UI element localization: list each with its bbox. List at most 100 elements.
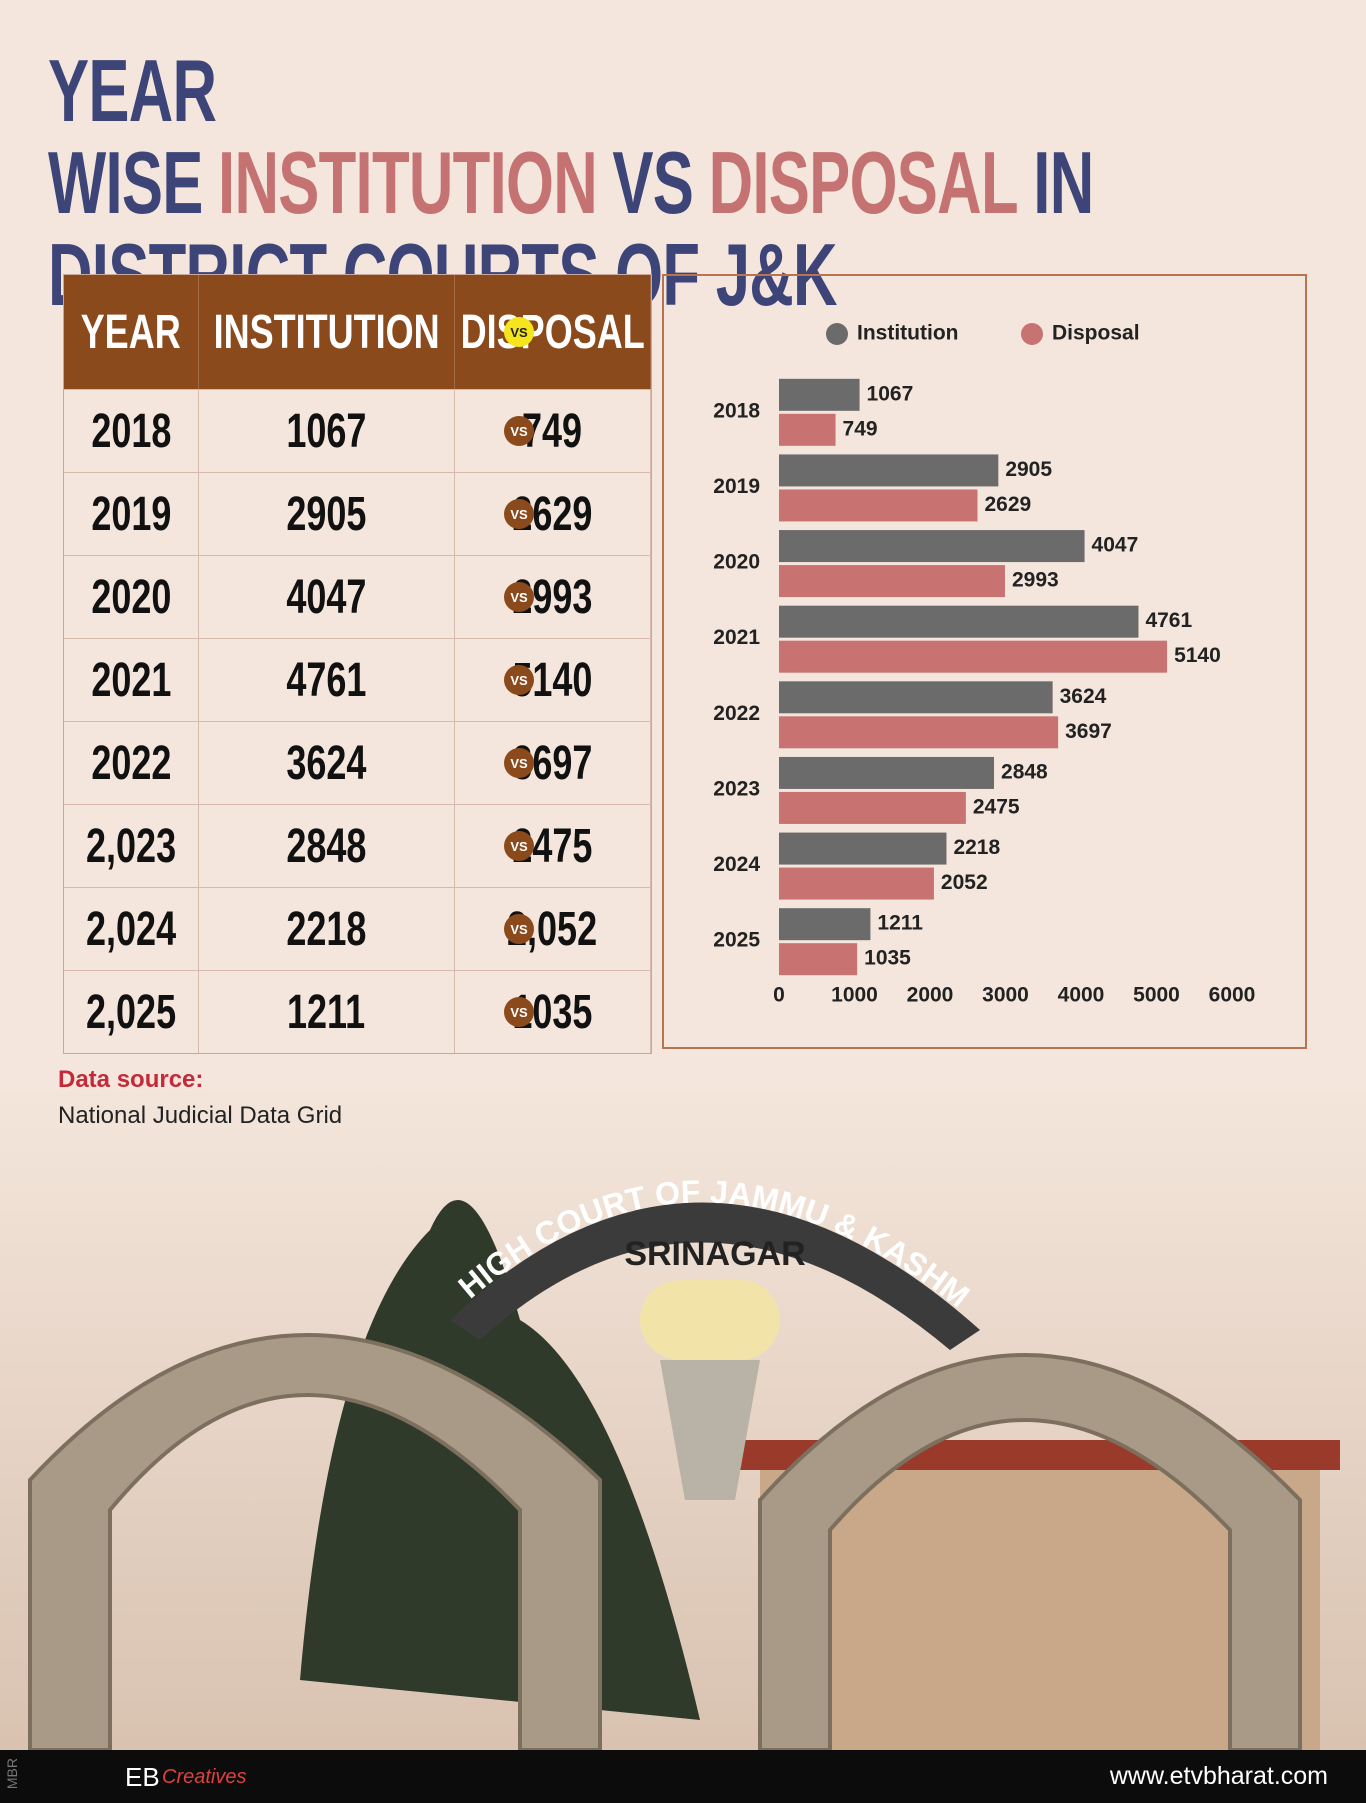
vs-badge: VS [504,317,534,347]
data-label: 2905 [1005,458,1052,481]
footer-code: MBR [4,1758,20,1790]
legend-label: Institution [857,322,958,345]
cell-text: 1211 [287,985,366,1039]
table-cell: 2905 [199,473,455,555]
data-label: 2629 [984,493,1031,516]
title: YEAR WISEINSTITUTIONVSDISPOSALINDISTRICT… [48,45,1168,321]
y-tick-label: 2025 [713,929,760,952]
chart-frame [662,274,1307,1049]
vs-badge: VS [504,499,534,529]
vs-badge: VS [504,665,534,695]
footer-url: www.etvbharat.com [1109,1762,1328,1790]
data-label: 4761 [1145,609,1192,632]
data-label: 4047 [1092,534,1139,557]
x-tick-label: 1000 [831,984,878,1007]
y-tick-label: 2024 [713,853,760,876]
data-label: 749 [843,417,878,440]
title-part: YEAR WISE [48,41,217,232]
bar [779,489,978,522]
data-label: 2475 [973,795,1020,818]
table-row: 2021 4761 5140 VS [64,638,651,721]
cell-text: 2218 [286,902,367,956]
header-text: DISPOSAL [460,305,645,359]
cell-text: 4761 [286,653,367,707]
bar [779,565,1005,598]
cell-text: 3624 [286,736,367,790]
footer: MBR EB Creatives www.etvbharat.com [0,1750,1366,1803]
header-cell: INSTITUTION [199,275,455,389]
source: Data source: National Judicial Data Grid [58,1062,342,1134]
table-cell: 2993 [455,556,651,638]
bar [779,716,1059,749]
bar [779,791,966,824]
bar [779,908,871,941]
data-label: 5140 [1174,644,1221,667]
header-cell: DISPOSAL [455,275,651,389]
bar [779,943,858,976]
table-cell: 2018 [64,390,199,472]
bar [779,640,1168,673]
x-tick-label: 4000 [1058,984,1105,1007]
header-text: INSTITUTION [213,305,440,359]
data-label: 2848 [1001,760,1048,783]
cell-text: 2020 [90,570,172,624]
table-cell: 2020 [64,556,199,638]
vs-badge: VS [504,748,534,778]
table-cell: 1035 [455,971,651,1053]
vs-badge: VS [504,416,534,446]
chart: Institution Disposal 2018 1067 749 2019 2905 26… [713,322,1255,1007]
table-cell: 2021 [64,639,199,721]
data-label: 1035 [864,947,911,970]
bar [779,867,934,900]
title-part: VS [612,133,694,232]
data-label: 1211 [877,912,923,935]
legend-label: Disposal [1052,322,1140,345]
y-tick-label: 2018 [713,399,760,422]
table-cell: 2,025 [64,971,199,1053]
table-header: YEAR INSTITUTION DISPOSAL VS [64,275,651,389]
vs-badge: VS [504,914,534,944]
vs-badge: VS [504,997,534,1027]
arch-subtext: SRINAGAR [624,1235,805,1273]
vs-badge: VS [504,831,534,861]
x-tick-label: 0 [773,984,785,1007]
title-part: IN [1033,133,1094,232]
table-cell: 2218 [199,888,455,970]
table-cell: 2,052 [455,888,651,970]
table-row: 2022 3624 3697 VS [64,721,651,804]
table-row: 2020 4047 2993 VS [64,555,651,638]
table-row: 2,024 2218 2,052 VS [64,887,651,970]
cell-text: 2,024 [85,902,177,956]
bar [779,605,1139,638]
cell-text: 2848 [286,819,367,873]
bar [779,413,836,446]
legend-swatch [1021,323,1043,345]
data-label: 2993 [1012,569,1059,592]
legend-swatch [826,323,848,345]
table-cell: 2475 [455,805,651,887]
cell-text: 2905 [286,487,367,541]
source-label: Data source: [58,1066,204,1093]
table: YEAR INSTITUTION DISPOSAL VS 2018 1067 749 VS 20… [63,274,652,1054]
table-row: 2018 1067 749 VS [64,389,651,472]
cell-text: 2018 [90,404,172,458]
table-row: 2019 2905 2629 VS [64,472,651,555]
data-label: 2052 [941,871,988,894]
y-tick-label: 2022 [713,702,760,725]
table-cell: 1067 [199,390,455,472]
cell-text: 2,025 [85,985,177,1039]
table-cell: 2,024 [64,888,199,970]
cell-text: 2019 [90,487,172,541]
table-row: 2,023 2848 2475 VS [64,804,651,887]
table-cell: 2629 [455,473,651,555]
y-tick-label: 2021 [713,626,760,649]
table-cell: 4047 [199,556,455,638]
cell-text: 4047 [286,570,367,624]
header-cell: YEAR [64,275,199,389]
header-text: YEAR [80,305,182,359]
title-part: DISPOSAL [708,133,1019,232]
cell-text: 1067 [286,404,367,458]
y-tick-label: 2020 [713,551,760,574]
table-cell: 3697 [455,722,651,804]
